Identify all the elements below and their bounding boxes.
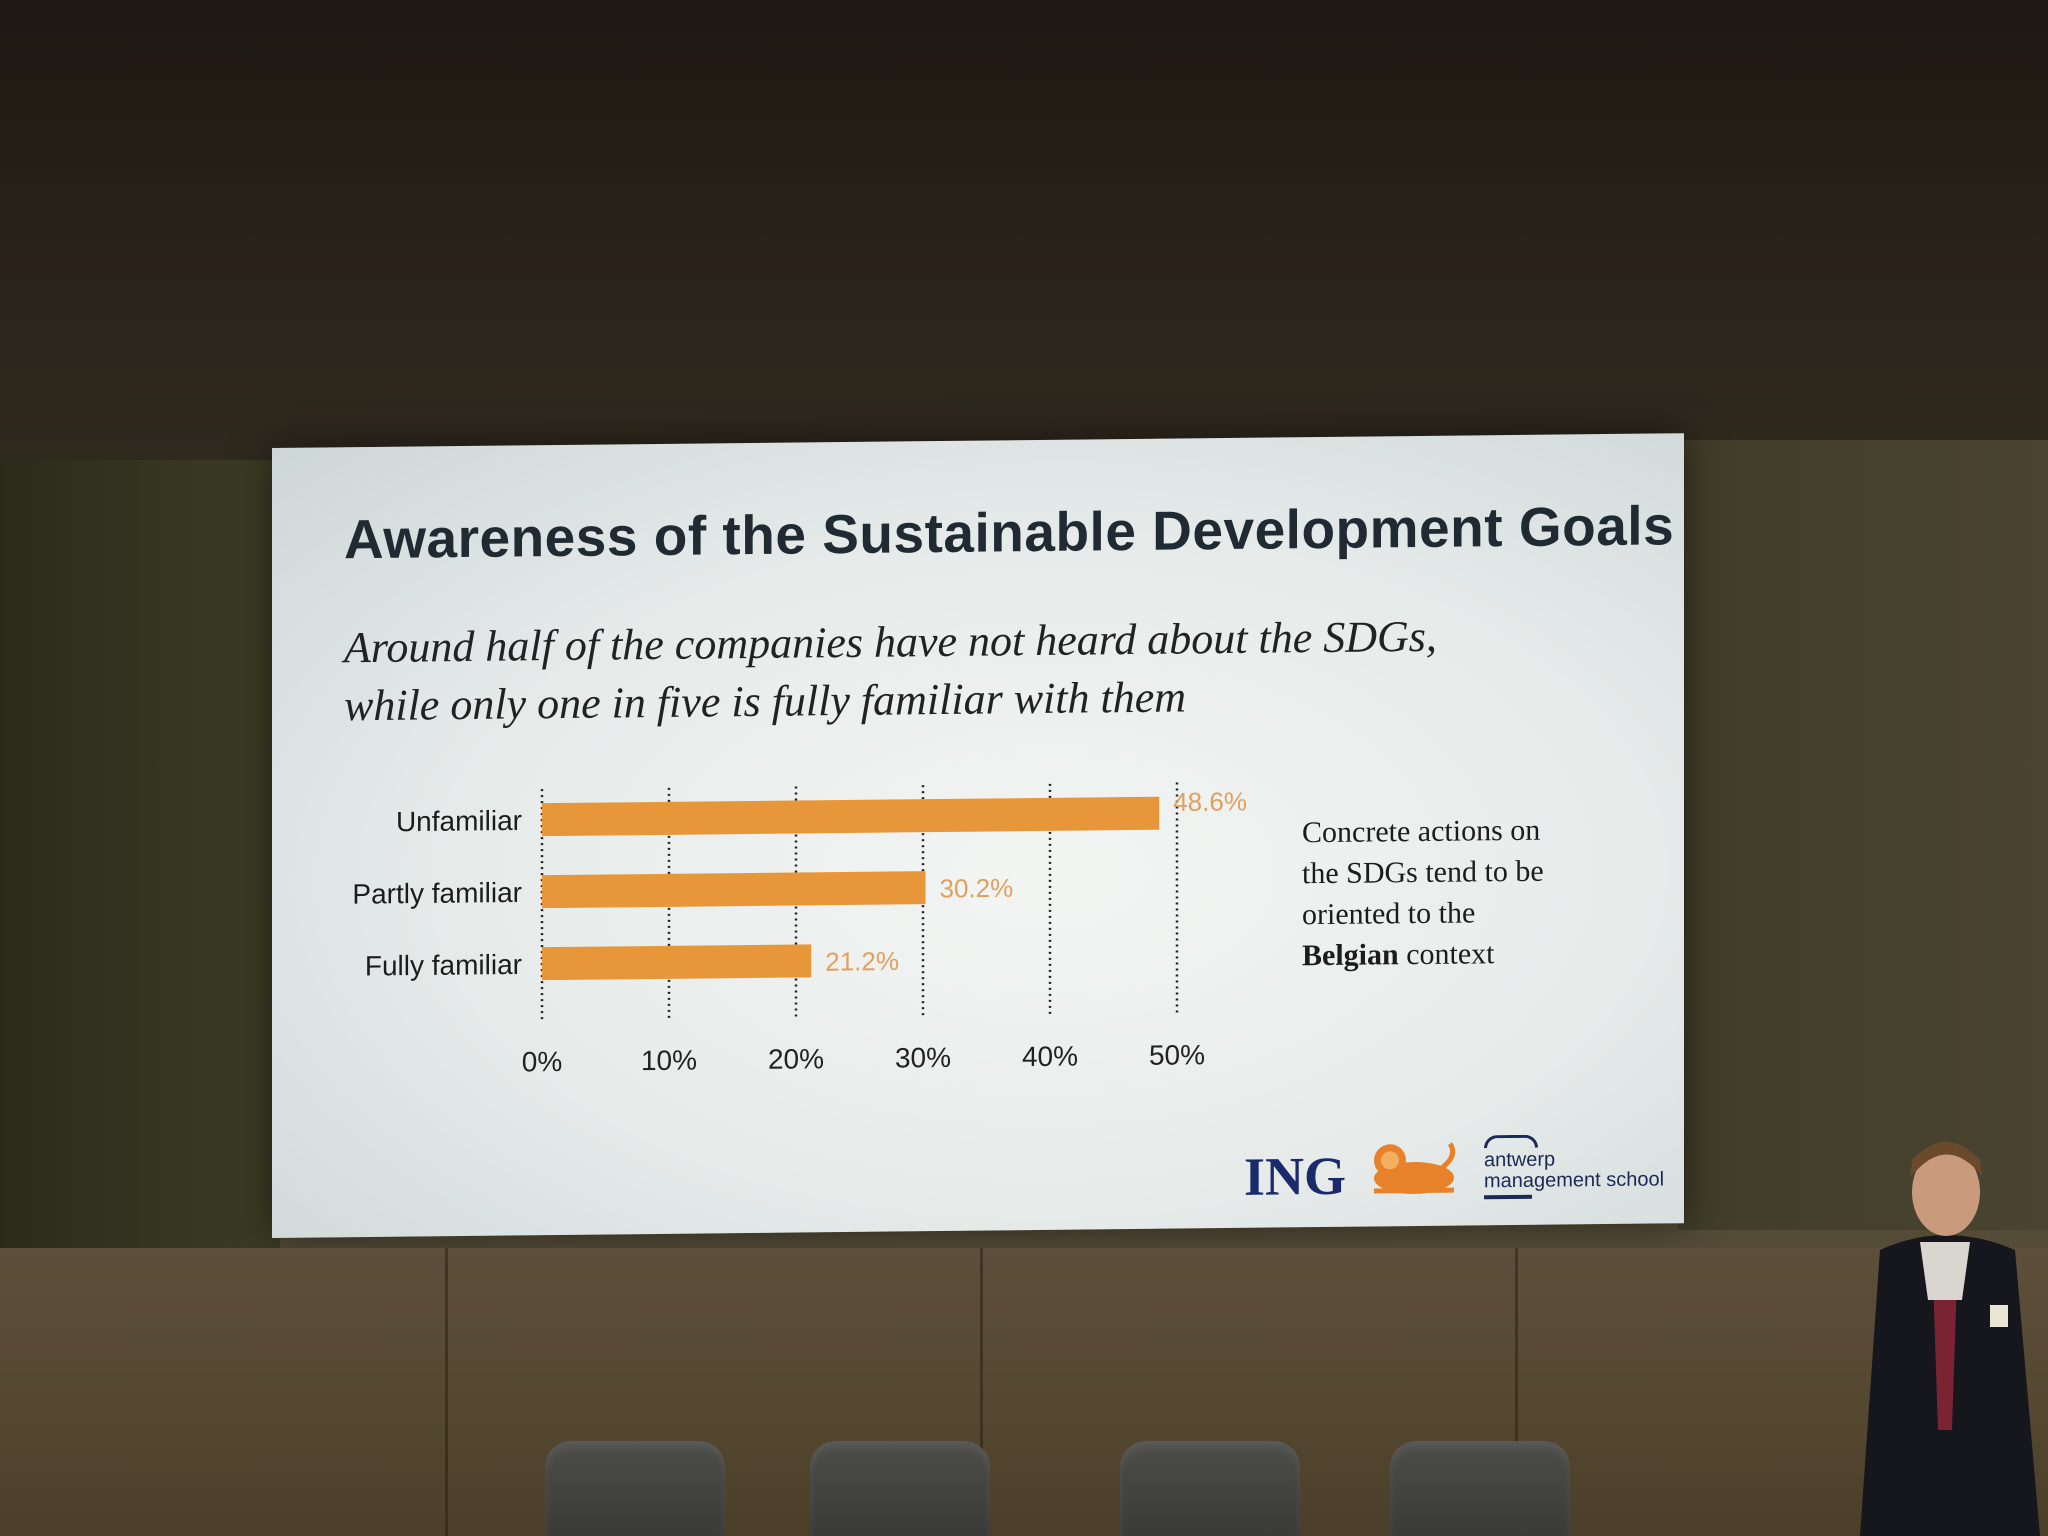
bar-chart: 0% 10% 20% 30% 40% 50% Unfamiliar 48.6% Partly f… — [312, 767, 1292, 1112]
ams-logo: antwerp management school — [1484, 1133, 1674, 1200]
chair — [1120, 1441, 1300, 1536]
chair — [1390, 1441, 1570, 1536]
chair — [545, 1441, 725, 1536]
slide-title: Awareness of the Sustainable Development… — [344, 494, 1675, 571]
category-label: Partly familiar — [352, 877, 522, 910]
data-label: 21.2% — [825, 946, 899, 977]
bar — [542, 796, 1160, 837]
side-note-line-3: oriented to the — [1302, 896, 1476, 932]
x-tick-label: 10% — [641, 1045, 697, 1077]
data-label: 30.2% — [940, 873, 1014, 904]
bar — [542, 944, 812, 981]
stage-seam — [980, 1248, 983, 1536]
side-note-line-1: Concrete actions on — [1302, 813, 1541, 850]
side-note-end: context — [1398, 937, 1495, 972]
side-note-line-4: Belgian context — [1302, 932, 1622, 976]
ing-logo: ING — [1244, 1145, 1347, 1207]
x-tick-label: 20% — [768, 1043, 824, 1075]
stage-front — [0, 1248, 2048, 1536]
x-tick-label: 30% — [895, 1042, 951, 1074]
projection-screen: Awareness of the Sustainable Development… — [272, 433, 1684, 1239]
category-label: Unfamiliar — [396, 805, 522, 837]
right-wall — [1678, 440, 2048, 1230]
stage-seam — [445, 1248, 448, 1536]
ams-roof-icon — [1484, 1134, 1538, 1149]
ams-line-2: management school — [1484, 1168, 1665, 1193]
logo-bar: ING antwerp management school — [1244, 1123, 1664, 1207]
ceiling — [0, 0, 2048, 460]
ing-lion-icon — [1374, 1142, 1456, 1195]
side-note-line-2: the SDGs tend to be — [1302, 854, 1544, 891]
slide-subtitle: Around half of the companies have not he… — [344, 607, 1544, 736]
x-tick-label: 0% — [522, 1046, 562, 1077]
stage-seam — [1515, 1248, 1518, 1536]
category-label: Fully familiar — [365, 949, 522, 982]
x-tick-label: 50% — [1149, 1039, 1205, 1071]
side-note: Concrete actions on the SDGs tend to be … — [1302, 809, 1622, 976]
chair — [810, 1441, 990, 1536]
data-label: 48.6% — [1173, 786, 1247, 817]
chart-svg: 0% 10% 20% 30% 40% 50% Unfamiliar 48.6% Partly f… — [352, 782, 1247, 1077]
ams-bar-icon — [1484, 1194, 1532, 1200]
subtitle-line-2: while only one in five is fully familiar… — [344, 672, 1187, 731]
side-note-bold: Belgian — [1302, 938, 1399, 973]
x-tick-label: 40% — [1022, 1041, 1078, 1073]
left-wall — [0, 460, 280, 1250]
presenter — [1860, 1142, 2040, 1536]
bar — [542, 871, 926, 909]
